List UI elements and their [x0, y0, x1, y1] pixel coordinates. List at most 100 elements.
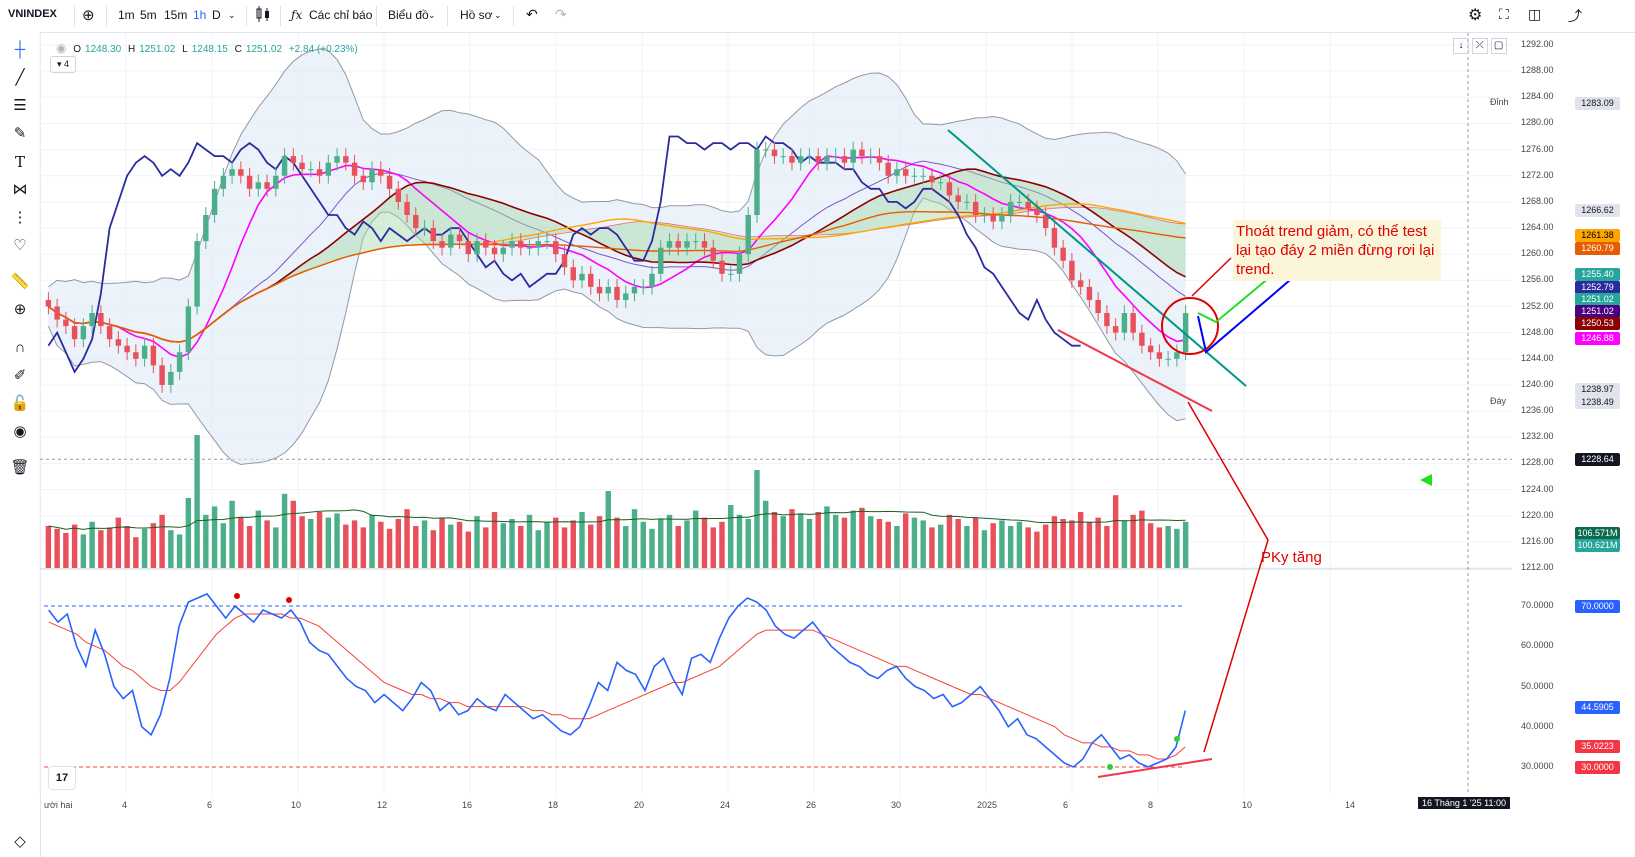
candle-body	[150, 345, 157, 366]
candle-body	[509, 241, 515, 248]
time-tick-label: ười hai	[44, 800, 73, 810]
candle-body	[596, 286, 603, 294]
candle-body	[1130, 313, 1136, 333]
chevron-down-icon[interactable]: ⌄	[428, 10, 436, 20]
volume-bar	[106, 527, 113, 568]
volume-bar	[561, 527, 568, 568]
fullscreen-icon[interactable]: ⛶	[1499, 6, 1509, 22]
fib-lines-icon[interactable]: ☰	[13, 97, 27, 114]
pattern-icon[interactable]: ⋈	[12, 181, 28, 198]
pointer-line	[1191, 257, 1232, 297]
favorites-heart-icon[interactable]: ♡	[13, 237, 27, 254]
candle-body	[273, 175, 279, 189]
trash-icon[interactable]: 🗑	[10, 459, 30, 476]
volume-bar	[684, 520, 690, 568]
volume-bar	[623, 526, 629, 568]
text-tool-icon[interactable]: T	[14, 153, 25, 171]
bb-upper	[48, 48, 1187, 288]
rsi-tick-label: 60.0000	[1521, 640, 1554, 651]
price-tick-label: 1260.00	[1521, 248, 1554, 259]
volume-bar	[710, 527, 716, 568]
volume-bar	[351, 520, 358, 568]
magnet-icon[interactable]: ∩	[14, 339, 26, 356]
annotation-text-2[interactable]: PKy tăng	[1261, 549, 1322, 566]
candle-body	[80, 326, 87, 340]
brush-icon[interactable]: ✎	[13, 125, 27, 142]
volume-bar	[150, 523, 157, 568]
indicators-collapse-button[interactable]: ▾ 4	[50, 56, 76, 73]
candle-body	[1016, 201, 1023, 203]
volume-bar	[797, 513, 804, 568]
volume-bar	[1139, 510, 1145, 568]
symbol-search[interactable]: VNINDEX	[8, 8, 57, 20]
interval-1h[interactable]: 1h	[193, 8, 207, 22]
zoom-in-icon[interactable]: ⊕	[13, 301, 27, 318]
candle-type-icon[interactable]	[255, 5, 271, 26]
layers-icon[interactable]: ◇	[14, 833, 26, 850]
candle-body	[561, 254, 568, 268]
candle-body	[999, 214, 1005, 222]
volume-bar	[448, 524, 454, 568]
redo-icon[interactable]: ↷	[555, 6, 567, 22]
price-tick-label: 1272.00	[1521, 169, 1554, 180]
volume-bar	[1104, 526, 1110, 568]
eye-icon[interactable]: ◉	[13, 423, 27, 440]
interval-5m[interactable]: 5m	[140, 8, 157, 22]
volume-bar	[308, 519, 314, 568]
candle-body	[649, 273, 655, 287]
toolbar-divider	[74, 6, 75, 26]
ruler-icon[interactable]: 📏	[10, 273, 30, 290]
collapse-icon[interactable]: ⤫	[1471, 38, 1488, 54]
volume-bar	[255, 510, 262, 568]
camera-icon[interactable]: ◫	[1528, 6, 1542, 22]
bollinger-bands	[47, 48, 1187, 466]
candle-body	[343, 156, 349, 163]
chevron-down-icon[interactable]: ⌄	[228, 10, 236, 20]
candle-body	[553, 241, 559, 255]
volume-bar	[491, 512, 498, 568]
chart-menu-button[interactable]: Biểu đồ	[388, 8, 429, 22]
price-tick-label: 1236.00	[1521, 405, 1554, 416]
legend-toggle-icon[interactable]: ◉	[56, 41, 67, 55]
forecast-icon[interactable]: ⋮	[12, 209, 28, 226]
undo-icon[interactable]: ↶	[526, 6, 538, 22]
volume-bar	[1095, 517, 1101, 568]
chevron-down-icon[interactable]: ⌄	[494, 10, 502, 20]
time-tick-label: 6	[1063, 800, 1069, 810]
crosshair-icon[interactable]: ┼	[14, 41, 26, 58]
volume-bar	[789, 509, 795, 568]
lock-icon[interactable]: 🔓	[10, 395, 30, 412]
candle-body	[106, 326, 113, 340]
volume-bar	[763, 500, 769, 568]
volume-bar	[1007, 526, 1014, 568]
annotation-text-1[interactable]: Thoát trend giảm, có thể test lại tạo đá…	[1233, 220, 1441, 281]
indicators-button[interactable]: Các chỉ báo	[309, 8, 373, 22]
indicators-fx-icon[interactable]: ƒx	[291, 8, 303, 22]
candle-body	[325, 162, 332, 176]
volume-bar	[640, 521, 646, 568]
interval-15m[interactable]: 15m	[164, 8, 188, 22]
interval-d[interactable]: D	[212, 8, 221, 22]
maximize-pane-icon[interactable]: ▢	[1490, 38, 1507, 54]
candle-body	[745, 214, 751, 255]
volume-bar	[526, 514, 533, 568]
interval-1m[interactable]: 1m	[118, 8, 135, 22]
price-tag: 1246.88	[1575, 332, 1620, 345]
price-tag-label: Đỉnh	[1490, 97, 1509, 107]
trendline-icon[interactable]: ╱	[15, 69, 25, 86]
volume-bar	[80, 534, 87, 568]
rsi-signal-dot	[286, 597, 292, 603]
profile-menu-button[interactable]: Hồ sơ	[460, 8, 493, 22]
volume-bar	[719, 521, 725, 568]
arrow-down-icon[interactable]: ↓	[1453, 38, 1469, 54]
settings-gear-icon[interactable]: ⚙	[1468, 7, 1483, 24]
lock-drawing-icon[interactable]: ✐	[13, 367, 27, 384]
candle-body	[98, 313, 104, 327]
candle-body	[194, 241, 200, 307]
volume-bar	[141, 528, 148, 568]
price-tick-label: 1248.00	[1521, 326, 1554, 337]
compare-plus-icon[interactable]: ⊕	[82, 7, 95, 24]
share-icon[interactable]: ⤴	[1568, 8, 1582, 24]
candle-body	[54, 306, 60, 320]
